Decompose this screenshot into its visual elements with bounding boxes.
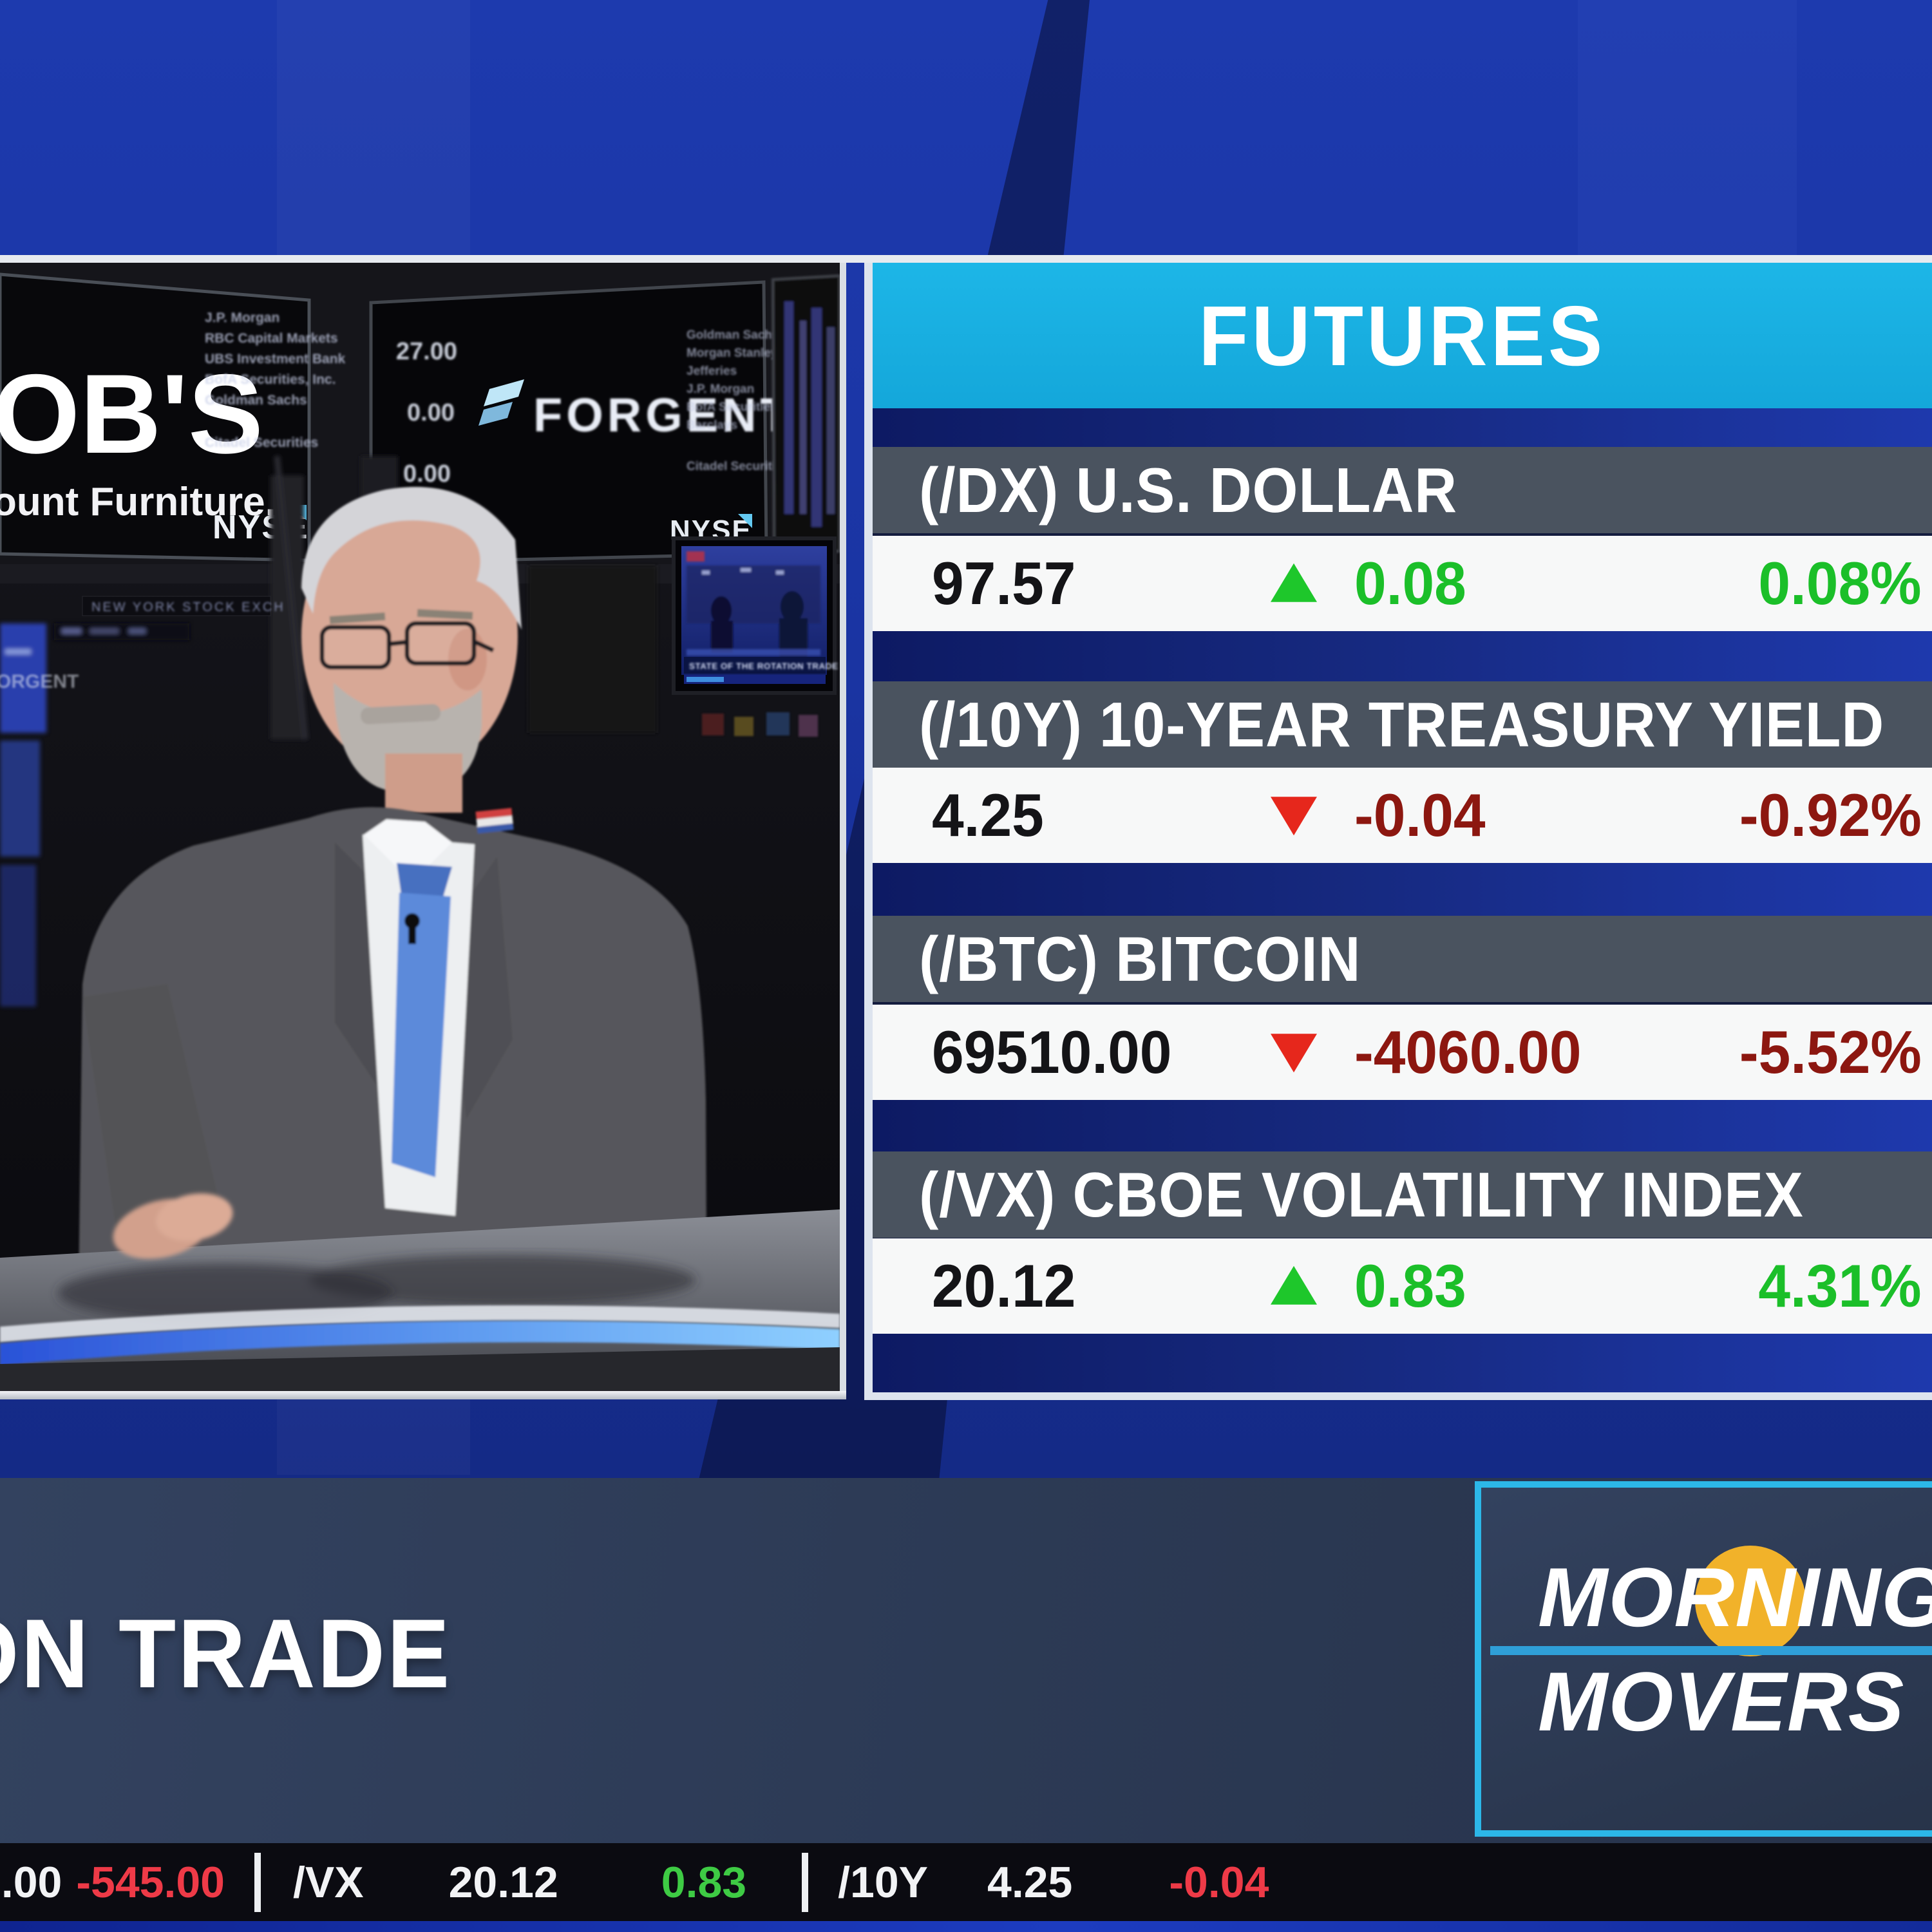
down-triangle-icon — [1271, 797, 1317, 836]
ticker-bar: 5.00 -545.00 /VX 20.12 0.83 /10Y 4.25 -0… — [0, 1843, 1932, 1921]
ticker-change: 0.83 — [661, 1857, 747, 1907]
quote-value: 20.12 — [932, 1252, 1076, 1320]
lapel-mic — [404, 913, 420, 929]
quote-change: -4060.00 — [1354, 1018, 1582, 1086]
bank-name: J.P. Morgan — [205, 310, 279, 325]
quote-percent: -0.92% — [1739, 781, 1922, 849]
desk-led-edge — [0, 1321, 840, 1365]
nyse-led-strip: NEW YORK STOCK EXCH — [82, 596, 285, 616]
clasped-hands — [113, 1193, 233, 1259]
quote-change: 0.08 — [1354, 549, 1466, 617]
quote-percent: 4.31% — [1758, 1252, 1922, 1320]
quote-percent: -5.52% — [1739, 1018, 1922, 1086]
futures-row-label-vx: (/VX) CBOE VOLATILITY INDEX — [873, 1151, 1932, 1240]
futures-row-quote-dx: 97.57 0.08 0.08% — [873, 536, 1932, 631]
forgent-wordmark: FORGENT — [533, 388, 793, 442]
overhead-screen-center: 27.00 0.00 0.00 0.00 FORGENT Goldman Sac… — [369, 280, 805, 565]
bobs-sign-subtext: ount Furniture. — [0, 480, 276, 524]
background-sheen — [1578, 0, 1797, 255]
video-scene: OB'S ount Furniture. J.P. Morgan RBC Cap… — [0, 263, 840, 1391]
tv-lower-third-text: STATE OF THE ROTATION TRADE — [689, 661, 838, 671]
symbol-label: (/10Y) 10-YEAR TREASURY YIELD — [919, 688, 1885, 760]
bank-name: Citadel Securities — [687, 460, 789, 473]
up-triangle-icon — [1271, 563, 1317, 602]
guest-head — [301, 487, 522, 813]
bank-name: RBC Capital Markets — [205, 331, 338, 346]
glasses — [404, 621, 477, 666]
logo-line-morning: MORNING — [1538, 1550, 1932, 1644]
nyse-arrow-icon — [738, 514, 752, 528]
floor-tv: STATE OF THE ROTATION TRADE — [672, 536, 838, 695]
ticker-value: 20.12 — [448, 1857, 558, 1907]
glasses — [319, 625, 392, 670]
quote-percent: 0.08% — [1758, 549, 1922, 617]
futures-panel-left-border — [864, 263, 873, 1400]
bank-name: Morgan Stanley — [687, 346, 778, 360]
bobs-sign-text: OB'S — [0, 352, 263, 477]
desk — [0, 1193, 840, 1391]
sticker-wall — [702, 712, 818, 737]
futures-row-label-btc: (/BTC) BITCOIN — [873, 916, 1932, 1005]
bank-name: Goldman Sachs — [687, 328, 779, 342]
futures-row-quote-10y: 4.25 -0.04 -0.92% — [873, 768, 1932, 863]
overhead-screen-right — [771, 274, 840, 554]
quote-value: 69510.00 — [932, 1018, 1172, 1086]
bottom-blue-strip — [0, 1921, 1932, 1932]
live-video-window: OB'S ount Furniture. J.P. Morgan RBC Cap… — [0, 263, 846, 1391]
led-strip-text: NEW YORK STOCK EXCH — [91, 600, 285, 614]
futures-row-quote-btc: 69510.00 -4060.00 -5.52% — [873, 1005, 1932, 1100]
quote-change: -0.04 — [1354, 781, 1486, 849]
video-bottom-border — [0, 1391, 846, 1399]
quote-change: 0.83 — [1354, 1252, 1466, 1320]
quote-value: 97.57 — [932, 549, 1076, 617]
bank-name: BofA Securities, Inc. — [205, 372, 336, 387]
logo-line-movers: MOVERS — [1538, 1654, 1905, 1748]
futures-panel-bottom-border — [864, 1392, 1932, 1400]
forgent-logo: FORGENT — [478, 379, 793, 442]
sun-icon — [1695, 1546, 1806, 1656]
bank-name: UBS Investment Bank — [205, 352, 346, 366]
futures-title: FUTURES — [1198, 288, 1606, 383]
ticker-change: -545.00 — [76, 1857, 225, 1907]
ticker-change: -0.04 — [1169, 1857, 1269, 1907]
symbol-label: (/BTC) BITCOIN — [919, 923, 1361, 994]
bank-name: Goldman Sachs — [205, 393, 307, 408]
flag-pin — [475, 808, 514, 834]
ticker-value: 4.25 — [987, 1857, 1073, 1907]
ticker-divider — [802, 1852, 809, 1912]
logo-divider-line — [1490, 1646, 1932, 1655]
bank-name: Jefferies — [687, 365, 737, 378]
bank-name: J.P. Morgan — [687, 383, 754, 396]
bank-name: Citadel Securities — [205, 435, 318, 450]
bank-list-left: J.P. Morgan RBC Capital Markets UBS Inve… — [205, 310, 346, 450]
quote-value: 4.25 — [932, 781, 1044, 849]
forgent-partial-sign: ORGENT — [0, 671, 79, 692]
symbol-label: (/DX) U.S. DOLLAR — [919, 454, 1458, 526]
futures-header: FUTURES — [873, 263, 1932, 408]
ticker-value-clipped: 5.00 — [0, 1857, 62, 1907]
forgent-f-icon — [484, 379, 524, 406]
futures-row-label-dx: (/DX) U.S. DOLLAR — [873, 447, 1932, 536]
ticker-symbol: /10Y — [838, 1857, 929, 1907]
board-number: 27.00 — [396, 338, 457, 365]
top-divider-line — [0, 255, 1932, 263]
board-number: 0.00 — [407, 399, 455, 426]
board-number: 0.00 — [403, 460, 451, 488]
forgent-f-icon — [478, 402, 513, 426]
futures-row-quote-vx: 20.12 0.83 4.31% — [873, 1238, 1932, 1334]
ticker-symbol: /VX — [293, 1857, 364, 1907]
futures-panel: FUTURES (/DX) U.S. DOLLAR 97.57 0.08 0.0… — [864, 263, 1932, 1400]
show-logo-box: MORNING MOVERS — [1475, 1481, 1932, 1837]
left-trading-posts — [0, 623, 189, 1007]
lower-third-title: ON TRADE — [0, 1599, 452, 1709]
up-triangle-icon — [1271, 1265, 1317, 1305]
futures-row-label-10y: (/10Y) 10-YEAR TREASURY YIELD — [873, 681, 1932, 770]
down-triangle-icon — [1271, 1034, 1317, 1073]
ticker-divider — [254, 1852, 261, 1912]
bank-name: Barclays — [687, 419, 737, 432]
symbol-label: (/VX) CBOE VOLATILITY INDEX — [919, 1159, 1804, 1230]
